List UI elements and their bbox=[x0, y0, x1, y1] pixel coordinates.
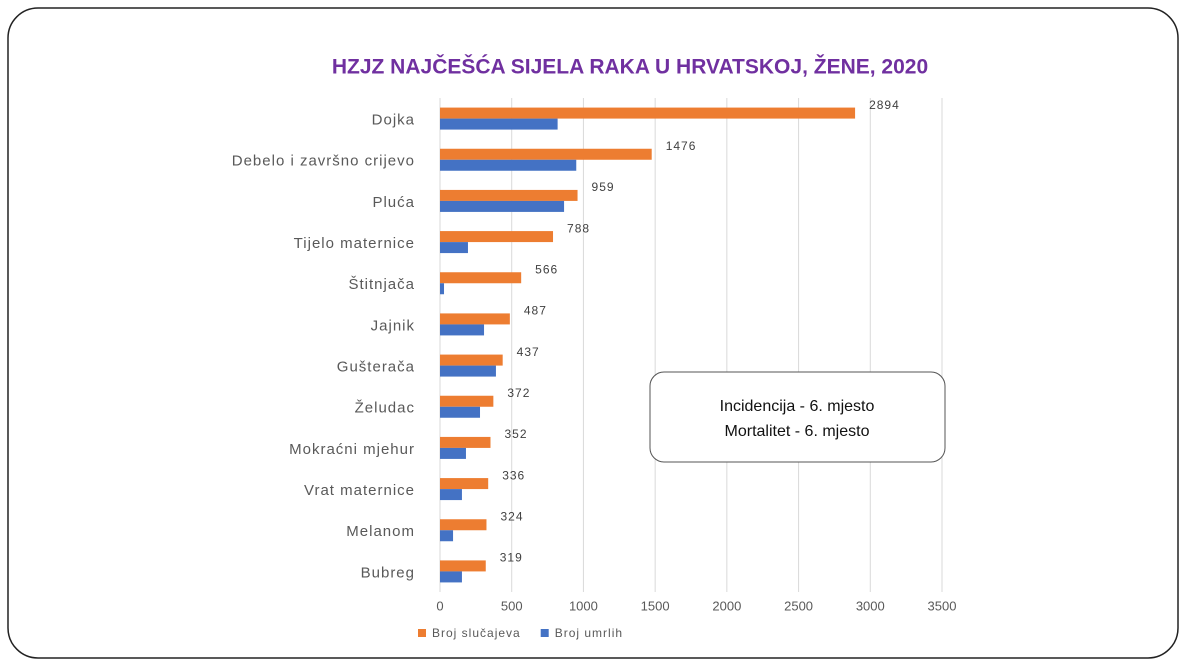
y-tick-label: Debelo i završno crijevo bbox=[232, 153, 415, 170]
x-tick-label: 1000 bbox=[569, 598, 598, 613]
legend-swatch bbox=[418, 629, 426, 637]
bar bbox=[440, 447, 466, 459]
bar bbox=[440, 530, 454, 542]
data-label: 319 bbox=[500, 551, 523, 565]
data-label: 566 bbox=[535, 262, 558, 276]
annotation: Mortalitet - 6. mjesto bbox=[725, 423, 870, 440]
y-tick-label: Jajnik bbox=[371, 317, 415, 334]
bar bbox=[440, 107, 856, 119]
x-tick-label: 0 bbox=[436, 598, 443, 613]
data-label: 788 bbox=[567, 221, 590, 235]
bar bbox=[440, 560, 486, 572]
bar bbox=[440, 436, 491, 448]
legend-label: Broj slučajeva bbox=[432, 626, 521, 640]
bar bbox=[440, 242, 468, 254]
data-label: 324 bbox=[500, 509, 523, 523]
y-tick-label: Želudac bbox=[355, 400, 415, 417]
y-tick-label: Mokraćni mjehur bbox=[289, 441, 415, 458]
bar bbox=[440, 159, 577, 171]
legend-label: Broj umrlih bbox=[555, 626, 623, 640]
y-tick-label: Tijelo maternice bbox=[294, 235, 415, 252]
x-tick-label: 1500 bbox=[641, 598, 670, 613]
plot: 0 500 1000 1500 2000 2500 3000 3500 Dojka 2894 Deb… bbox=[232, 98, 957, 640]
bar bbox=[440, 272, 522, 284]
frame bbox=[7, 7, 1179, 659]
data-label: 1476 bbox=[666, 139, 697, 153]
bar bbox=[440, 395, 494, 407]
bar bbox=[440, 489, 462, 501]
y-tick-label: Bubreg bbox=[361, 564, 415, 581]
bar bbox=[440, 118, 558, 130]
bar bbox=[440, 571, 462, 583]
annotation-box bbox=[649, 371, 946, 463]
x-tick-label: 2500 bbox=[784, 598, 813, 613]
data-label: 336 bbox=[502, 468, 525, 482]
data-label: 437 bbox=[517, 345, 540, 359]
annotation: Incidencija - 6. mjesto bbox=[720, 398, 875, 415]
bar bbox=[440, 519, 487, 531]
bar bbox=[440, 313, 510, 325]
y-tick-label: Melanom bbox=[346, 523, 415, 540]
data-label: 959 bbox=[592, 180, 615, 194]
y-tick-label: Štitnjača bbox=[348, 276, 415, 293]
y-tick-label: Pluća bbox=[372, 194, 415, 211]
y-tick-label: Dojka bbox=[372, 112, 415, 129]
x-tick-label: 500 bbox=[501, 598, 523, 613]
bar bbox=[440, 478, 489, 490]
data-label: 487 bbox=[524, 304, 547, 318]
y-tick-label: Vrat maternice bbox=[304, 482, 415, 499]
data-label: 352 bbox=[504, 427, 527, 441]
x-tick-label: 3500 bbox=[928, 598, 957, 613]
bar bbox=[440, 354, 503, 366]
x-tick-label: 3000 bbox=[856, 598, 885, 613]
x-tick-label: 2000 bbox=[712, 598, 741, 613]
bar bbox=[440, 283, 445, 295]
bar bbox=[440, 189, 578, 201]
bar bbox=[440, 148, 652, 160]
bar bbox=[440, 365, 496, 377]
bar bbox=[440, 200, 565, 212]
bar bbox=[440, 324, 485, 336]
legend-swatch bbox=[540, 629, 549, 637]
data-label: 2894 bbox=[869, 98, 900, 112]
chart-title: HZJZ NAJČEŠĆA SIJELA RAKA U HRVATSKOJ, Ž… bbox=[332, 55, 928, 79]
bar bbox=[440, 231, 554, 243]
y-tick-label: Gušterača bbox=[337, 359, 415, 376]
data-label: 372 bbox=[507, 386, 530, 400]
bar bbox=[440, 406, 481, 418]
